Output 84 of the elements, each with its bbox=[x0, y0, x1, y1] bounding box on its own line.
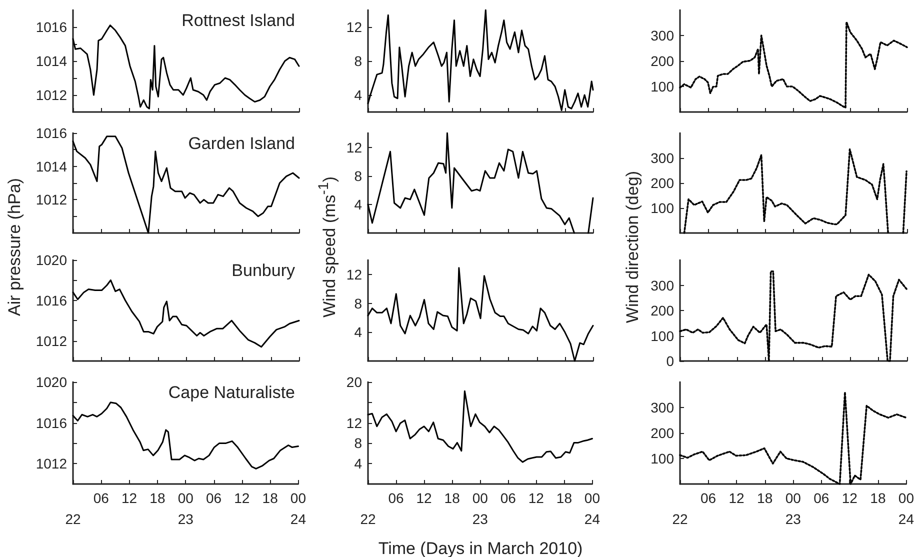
y-tick-label: 200 bbox=[650, 53, 674, 69]
x-tick-label: 00 bbox=[178, 490, 194, 506]
y-tick-label: 12 bbox=[346, 266, 362, 282]
y-tick-label: 100 bbox=[650, 450, 674, 466]
y-tick-label: 1016 bbox=[36, 19, 68, 35]
y-tick-label: 1020 bbox=[36, 374, 68, 390]
y-tick-label: 4 bbox=[354, 456, 362, 472]
y-tick-label: 8 bbox=[354, 53, 362, 69]
y-tick-label: 8 bbox=[354, 295, 362, 312]
line-series bbox=[72, 24, 300, 110]
y-tick-label: 300 bbox=[650, 277, 674, 294]
x-tick-label: 12 bbox=[728, 490, 745, 506]
y-tick-label: 200 bbox=[650, 175, 674, 191]
y-axis-title: Air pressure (hPa) bbox=[5, 178, 25, 316]
annotation: Bunbury bbox=[232, 261, 296, 280]
y-tick-label: 4 bbox=[354, 87, 362, 103]
y-tick-label: 200 bbox=[650, 425, 674, 441]
x-tick-label: 00 bbox=[472, 490, 488, 506]
x-tick-label: 12 bbox=[842, 490, 858, 506]
x-tick-label: 18 bbox=[556, 490, 572, 506]
y-tick-label: 12 bbox=[346, 414, 362, 431]
x-tick-label: 06 bbox=[700, 490, 716, 506]
y-tick-label: 100 bbox=[650, 200, 674, 216]
x2-tick-label: 23 bbox=[472, 511, 488, 527]
y-tick-label: 1014 bbox=[36, 158, 68, 174]
x-tick-label: 18 bbox=[262, 490, 278, 506]
x2-tick-label: 24 bbox=[290, 511, 306, 527]
x2-tick-label: 24 bbox=[898, 511, 914, 527]
x2-tick-label: 22 bbox=[360, 511, 376, 527]
y-tick-label: 8 bbox=[354, 168, 362, 184]
y-tick-label: 300 bbox=[650, 28, 674, 44]
line-series bbox=[72, 402, 299, 470]
y-tick-label: 1012 bbox=[36, 456, 68, 472]
x2-tick-label: 22 bbox=[672, 511, 688, 527]
x2-tick-label: 24 bbox=[584, 511, 600, 527]
annotation: Cape Naturaliste bbox=[168, 383, 296, 402]
x-tick-label: 12 bbox=[122, 490, 138, 506]
y-tick-label: 4 bbox=[354, 196, 362, 212]
y-tick-label: 1012 bbox=[36, 192, 68, 208]
x-tick-label: 18 bbox=[444, 490, 460, 506]
x-tick-label: 06 bbox=[814, 490, 830, 506]
y-axis-title: Wind direction (deg) bbox=[623, 170, 643, 323]
y-tick-label: 300 bbox=[650, 400, 674, 416]
x2-tick-label: 22 bbox=[65, 511, 81, 527]
x-tick-label: 12 bbox=[416, 490, 432, 506]
x-tick-label: 00 bbox=[785, 490, 802, 506]
x2-tick-label: 23 bbox=[178, 511, 194, 527]
y-tick-label: 1016 bbox=[36, 125, 68, 141]
y-tick-label: 1020 bbox=[36, 252, 68, 268]
annotation: Garden Island bbox=[188, 134, 296, 153]
x-tick-label: 18 bbox=[150, 490, 166, 506]
x-tick-label: 12 bbox=[528, 490, 544, 506]
line-series bbox=[367, 9, 594, 112]
y-tick-label: 8 bbox=[354, 435, 362, 452]
y-tick-label: 100 bbox=[650, 78, 674, 94]
x-tick-label: 00 bbox=[584, 490, 600, 506]
y-tick-label: 20 bbox=[346, 374, 362, 390]
y-tick-label: 1014 bbox=[36, 53, 68, 69]
annotation: Rottnest Island bbox=[182, 11, 296, 30]
x-tick-label: 12 bbox=[234, 490, 250, 506]
line-series bbox=[679, 21, 908, 109]
y-tick-label: 200 bbox=[650, 302, 674, 318]
y-tick-label: 12 bbox=[346, 19, 362, 35]
x-tick-label: 18 bbox=[757, 490, 773, 506]
x-tick-label: 06 bbox=[93, 490, 110, 506]
y-tick-label: 100 bbox=[650, 328, 674, 344]
line-series bbox=[367, 390, 593, 463]
x-tick-label: 00 bbox=[290, 490, 306, 506]
y-tick-label: 4 bbox=[354, 324, 362, 340]
y-tick-label: 12 bbox=[346, 139, 362, 156]
x-tick-label: 06 bbox=[388, 490, 404, 506]
y-tick-label: 1012 bbox=[36, 332, 68, 349]
x-tick-label: 06 bbox=[500, 490, 516, 506]
x-tick-label: 06 bbox=[206, 490, 222, 506]
y-tick-label: 300 bbox=[650, 150, 674, 166]
y-tick-label: 1012 bbox=[36, 87, 68, 103]
y-tick-label: 1016 bbox=[36, 414, 68, 431]
x-tick-label: 18 bbox=[870, 490, 886, 506]
x-tick-label: 00 bbox=[898, 490, 914, 506]
x2-tick-label: 23 bbox=[785, 511, 802, 527]
y-tick-label: 0 bbox=[666, 353, 674, 369]
y-tick-label: 1016 bbox=[36, 292, 68, 308]
line-series bbox=[72, 136, 300, 234]
line-series bbox=[72, 279, 300, 348]
